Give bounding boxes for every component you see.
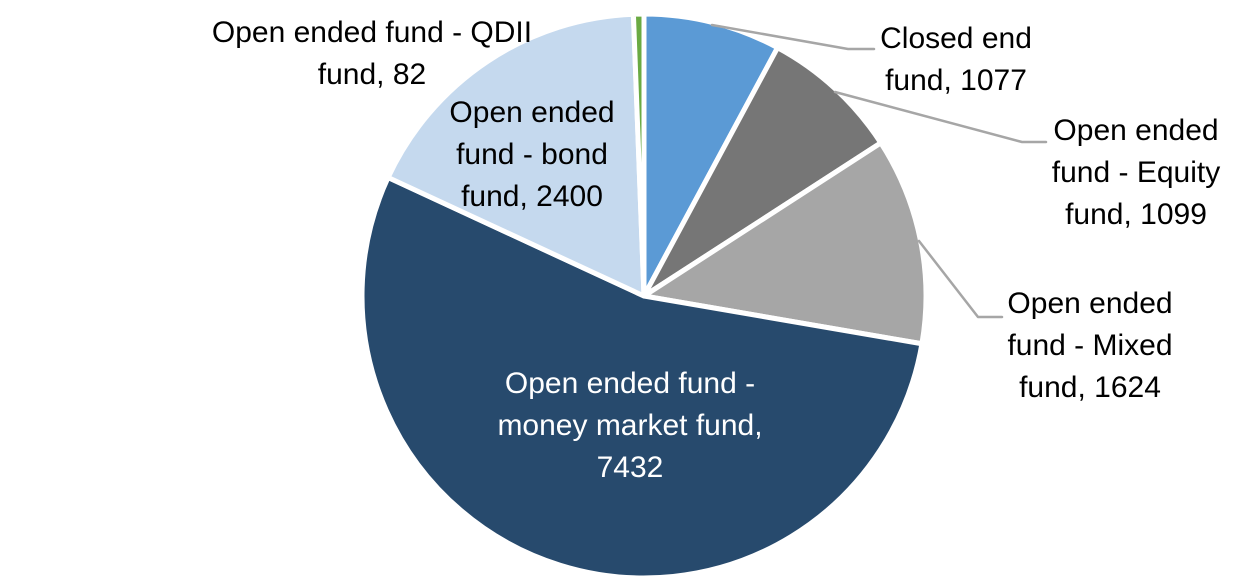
- pie-slice-open-ended-mixed-fund: [641, 140, 929, 347]
- pie-slice-open-ended-qdii-fund: [630, 11, 647, 299]
- leader-line-closed-end-fund: [710, 23, 876, 51]
- leader-line-open-ended-equity-fund: [833, 90, 1048, 144]
- pie-slice-open-ended-money-market-fund: [359, 175, 925, 581]
- leader-line-open-ended-mixed-fund: [917, 239, 1004, 319]
- pie-slice-open-ended-equity-fund: [641, 45, 884, 299]
- pie-slice-open-ended-bond-fund: [385, 11, 647, 299]
- pie-slice-closed-end-fund: [641, 11, 781, 299]
